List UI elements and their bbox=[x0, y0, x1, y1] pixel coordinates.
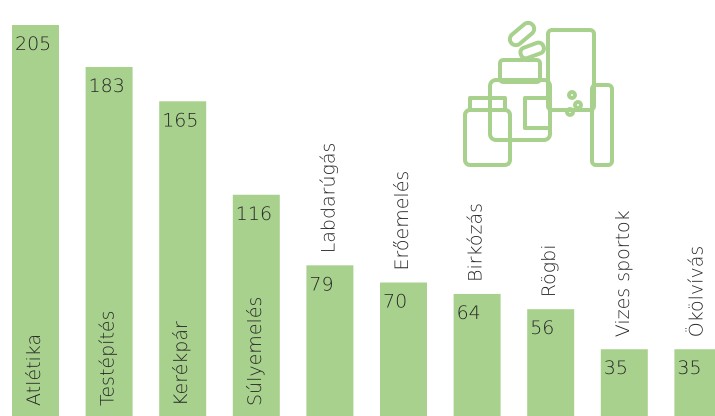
category-label: Súlyemelés bbox=[244, 297, 266, 406]
bar bbox=[380, 282, 427, 416]
value-label: 56 bbox=[530, 317, 554, 339]
category-label: Ökölvívás bbox=[684, 246, 707, 338]
category-label: Rögbi bbox=[538, 244, 560, 297]
category-label: Vizes sportok bbox=[612, 210, 634, 337]
category-label: Atlétika bbox=[23, 334, 45, 406]
value-label: 165 bbox=[162, 109, 198, 131]
category-label: Kerékpár bbox=[170, 321, 192, 406]
value-label: 79 bbox=[309, 273, 333, 295]
value-label: 205 bbox=[15, 33, 51, 55]
value-label: 35 bbox=[604, 357, 628, 379]
bar bbox=[674, 349, 715, 416]
value-label: 116 bbox=[236, 203, 272, 225]
category-label: Birkózás bbox=[465, 203, 487, 282]
value-label: 64 bbox=[457, 302, 481, 324]
category-label: Labdarúgás bbox=[317, 143, 339, 254]
bar bbox=[232, 194, 280, 416]
bar bbox=[600, 349, 648, 416]
category-label: Testépítés bbox=[97, 311, 119, 406]
bar bbox=[306, 265, 354, 416]
bar bbox=[453, 293, 501, 416]
value-label: 70 bbox=[383, 290, 407, 312]
bar bbox=[85, 66, 133, 416]
value-label: 35 bbox=[677, 357, 701, 379]
category-label: Erőemelés bbox=[391, 171, 413, 271]
bar bbox=[12, 25, 59, 416]
bar bbox=[159, 101, 207, 416]
bar bbox=[527, 309, 575, 416]
supplements-icon bbox=[463, 20, 614, 167]
value-label: 183 bbox=[89, 75, 125, 97]
